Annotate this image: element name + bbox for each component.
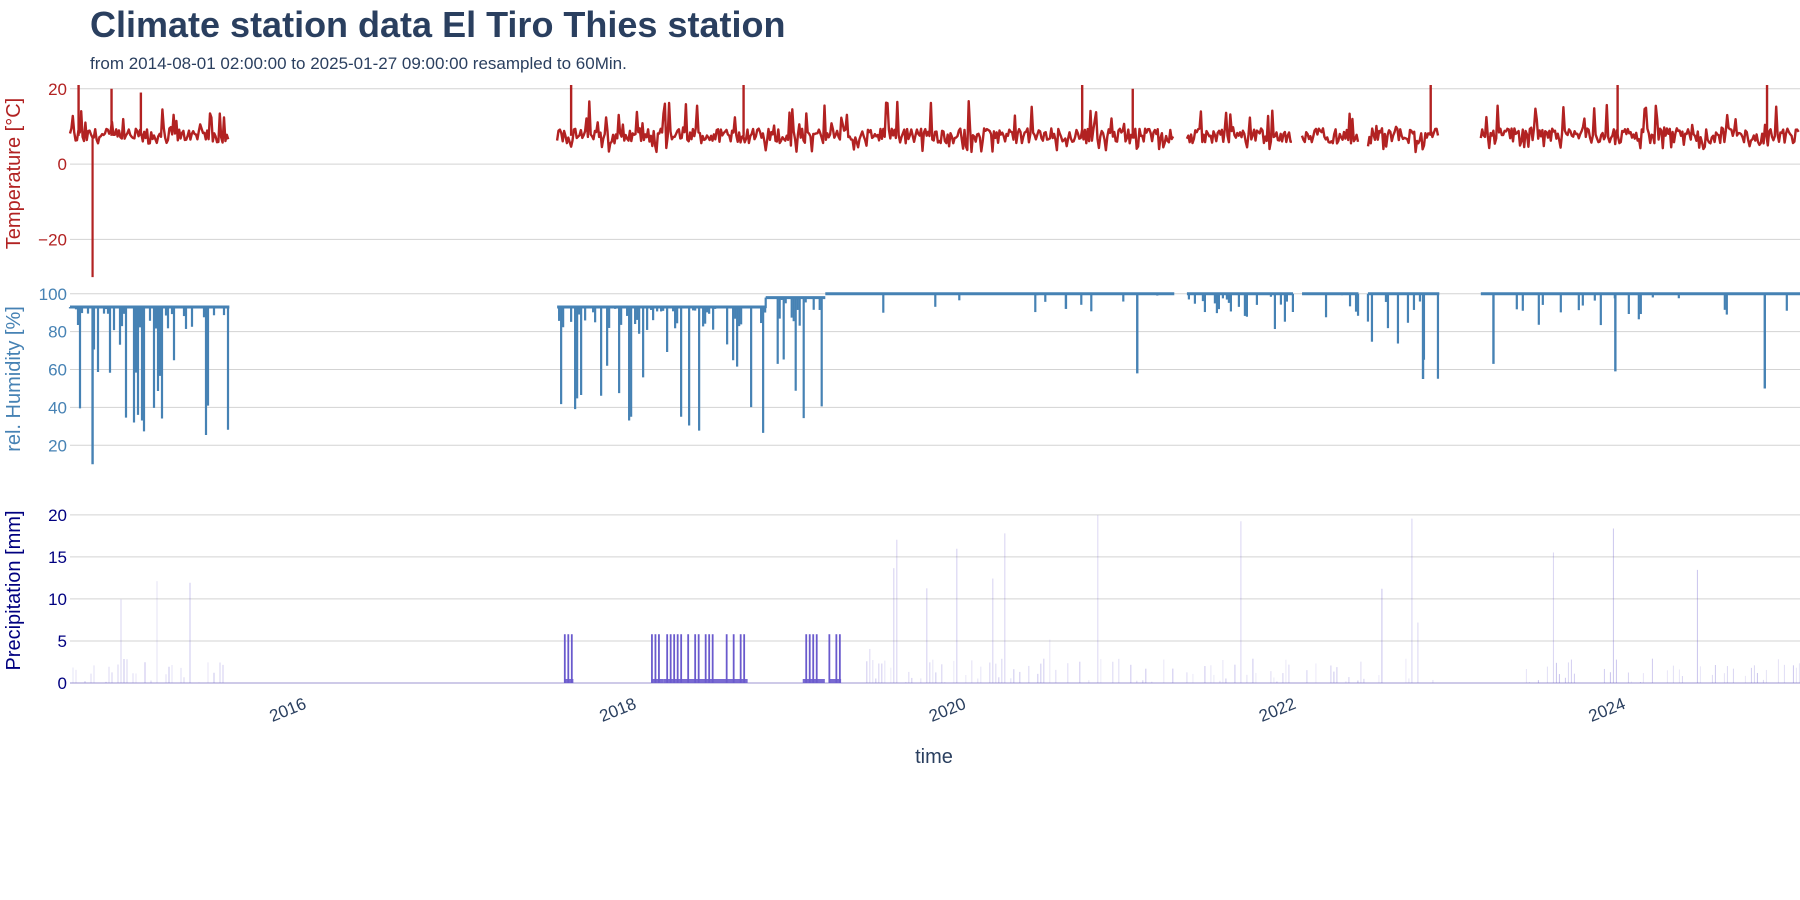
precipitation-tick-label: 20	[48, 506, 67, 525]
humidity-tick-label: 80	[48, 323, 67, 342]
temperature-tick-label: −20	[38, 230, 67, 249]
temperature-tick-label: 20	[48, 80, 67, 99]
precip-block-base	[651, 679, 664, 683]
precipitation-tick-label: 5	[58, 632, 67, 651]
grid-layer	[70, 88, 1800, 684]
x-tick-label: 2016	[267, 694, 309, 726]
precipitation-tick-label: 0	[58, 674, 67, 693]
temperature-axis-title: Temperature [°C]	[3, 98, 25, 249]
x-tick-label: 2018	[597, 694, 639, 726]
humidity-tick-label: 60	[48, 361, 67, 380]
temperature-series-line	[1479, 103, 1800, 151]
precipitation-tick-label: 10	[48, 590, 67, 609]
temperature-series-line	[555, 100, 1175, 154]
x-tick-label: 2020	[926, 694, 968, 726]
precipitation-axis-title: Precipitation [mm]	[3, 510, 25, 670]
temperature-tick-label: 0	[58, 155, 67, 174]
x-tick-label: 2022	[1256, 694, 1298, 726]
temperature-series-line	[68, 108, 230, 145]
temperature-series-line	[1185, 109, 1292, 151]
humidity-tick-label: 20	[48, 436, 67, 455]
temperature-series-line	[1300, 112, 1360, 145]
humidity-tick-label: 40	[48, 398, 67, 417]
x-tick-label: 2024	[1586, 694, 1628, 726]
chart-title: Climate station data El Tiro Thies stati…	[90, 4, 786, 45]
x-axis-title: time	[915, 746, 953, 768]
chart-subtitle: from 2014-08-01 02:00:00 to 2025-01-27 0…	[90, 54, 627, 73]
humidity-axis-title: rel. Humidity [%]	[3, 306, 25, 452]
humidity-tick-label: 100	[39, 285, 67, 304]
precip-block-base	[829, 679, 842, 683]
temperature-series-line	[1366, 124, 1440, 154]
data-layer	[68, 85, 1800, 684]
precipitation-tick-label: 15	[48, 548, 67, 567]
